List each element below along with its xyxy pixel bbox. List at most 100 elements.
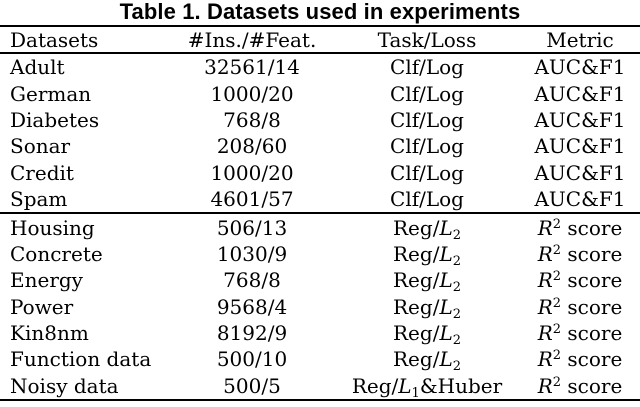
- loss-variable: L: [439, 347, 453, 372]
- dataset-cell: Noisy data: [10, 373, 119, 398]
- task-loss-cell: Clf/Log: [334, 107, 520, 133]
- ins-feat-cell: 8192/9: [216, 321, 288, 346]
- dataset-cell: Power: [10, 294, 74, 319]
- ins-feat-cell: 506/13: [170, 212, 334, 241]
- metric-variable: R: [537, 321, 553, 346]
- task-text: Reg/: [393, 268, 440, 293]
- table-caption: Table 1. Datasets used in experiments: [119, 0, 521, 24]
- metric-suffix: score: [561, 294, 623, 319]
- metric-text: AUC&F1: [534, 107, 626, 132]
- table-row: Concrete 1030/9 Reg/L2 R2 score: [0, 241, 640, 267]
- ins-feat-cell: 32561/14: [204, 55, 300, 80]
- task-loss-cell: Reg/L1&Huber: [334, 373, 520, 400]
- metric-variable: R: [537, 268, 553, 293]
- dataset-cell: Sonar: [10, 134, 71, 159]
- task-loss-cell: Clf/Log: [334, 80, 520, 106]
- loss-variable: L: [398, 373, 412, 398]
- dataset-cell: Energy: [10, 268, 83, 293]
- metric-cell: R2 score: [520, 267, 640, 293]
- ins-feat-cell: 4601/57: [210, 187, 294, 212]
- task-text: Reg/: [393, 347, 440, 372]
- column-header-task-loss: Task/Loss: [334, 26, 520, 54]
- table-row: Sonar 208/60 Clf/Log AUC&F1: [0, 133, 640, 159]
- task-text: Reg/: [393, 294, 440, 319]
- dataset-cell: Diabetes: [10, 107, 100, 132]
- task-text: Clf/Log: [390, 55, 464, 80]
- ins-feat-cell: 1000/20: [210, 81, 294, 106]
- task-text: Reg/: [351, 373, 399, 398]
- metric-superscript: 2: [552, 269, 562, 285]
- metric-suffix: score: [561, 321, 623, 346]
- dataset-cell: Kin8nm: [10, 321, 89, 346]
- metric-cell: R2 score: [520, 373, 640, 400]
- task-text: Reg/: [393, 241, 440, 266]
- metric-variable: R: [537, 373, 553, 398]
- metric-variable: R: [537, 294, 553, 319]
- task-loss-cell: Reg/L2: [334, 267, 520, 293]
- column-header-datasets: Datasets: [0, 26, 170, 54]
- metric-suffix: score: [561, 215, 623, 240]
- ins-feat-cell: 1000/20: [210, 160, 294, 185]
- metric-superscript: 2: [552, 242, 562, 258]
- dataset-cell: Housing: [0, 212, 170, 241]
- metric-superscript: 2: [552, 295, 562, 311]
- task-text: Reg/: [393, 321, 440, 346]
- table-row: Energy 768/8 Reg/L2 R2 score: [0, 267, 640, 293]
- ins-feat-cell: 500/5: [223, 373, 281, 398]
- metric-cell: R2 score: [520, 241, 640, 267]
- ins-feat-cell: 9568/4: [216, 294, 288, 319]
- column-header-ins-feat: #Ins./#Feat.: [170, 26, 334, 54]
- metric-suffix: score: [561, 268, 623, 293]
- ins-feat-cell: 768/8: [223, 107, 281, 132]
- table-row: Adult 32561/14 Clf/Log AUC&F1: [0, 53, 640, 80]
- metric-text: AUC&F1: [534, 187, 626, 212]
- task-loss-cell: Reg/L2: [334, 212, 520, 241]
- loss-variable: L: [439, 215, 453, 240]
- dataset-cell: German: [10, 81, 92, 106]
- task-loss-cell: Clf/Log: [334, 186, 520, 213]
- metric-cell: AUC&F1: [520, 107, 640, 133]
- metric-superscript: 2: [552, 322, 562, 338]
- task-text: Clf/Log: [390, 81, 464, 106]
- table-row: Diabetes 768/8 Clf/Log AUC&F1: [0, 107, 640, 133]
- loss-variable: L: [439, 268, 453, 293]
- task-loss-cell: Reg/L2: [334, 294, 520, 320]
- task-text: Clf/Log: [390, 107, 464, 132]
- metric-cell: AUC&F1: [520, 133, 640, 159]
- table-row: Kin8nm 8192/9 Reg/L2 R2 score: [0, 320, 640, 346]
- metric-variable: R: [537, 215, 553, 240]
- loss-variable: L: [439, 294, 453, 319]
- ins-feat-cell: 768/8: [223, 268, 281, 293]
- metric-text: AUC&F1: [534, 81, 626, 106]
- task-loss-cell: Reg/L2: [334, 241, 520, 267]
- loss-subscript: 1: [411, 385, 420, 401]
- metric-variable: R: [537, 241, 553, 266]
- loss-subscript: 2: [452, 333, 461, 347]
- loss-subscript: 2: [452, 253, 461, 268]
- column-header-metric: Metric: [520, 26, 640, 54]
- loss-subscript: 2: [452, 280, 461, 294]
- table-row: Credit 1000/20 Clf/Log AUC&F1: [0, 160, 640, 186]
- task-loss-cell: Clf/Log: [334, 133, 520, 159]
- loss-subscript: 2: [452, 359, 461, 373]
- ins-feat-cell: 500/10: [216, 347, 288, 372]
- loss-subscript: 2: [452, 227, 461, 241]
- table-row: Function data 500/10 Reg/L2 R2 score: [0, 346, 640, 372]
- metric-text: AUC&F1: [534, 160, 626, 185]
- dataset-cell: Credit: [10, 160, 74, 185]
- table-row: Noisy data 500/5 Reg/L1&Huber R2 score: [0, 373, 640, 400]
- metric-cell: R2 score: [520, 212, 640, 241]
- metric-cell: R2 score: [520, 346, 640, 372]
- loss-variable: L: [439, 321, 453, 346]
- table-row: Power 9568/4 Reg/L2 R2 score: [0, 294, 640, 320]
- metric-cell: AUC&F1: [520, 53, 640, 80]
- loss-subscript: 2: [452, 306, 461, 320]
- task-text: Clf/Log: [390, 187, 464, 212]
- dataset-cell: Spam: [10, 187, 68, 212]
- task-text: Reg/: [393, 215, 440, 240]
- metric-cell: AUC&F1: [520, 160, 640, 186]
- metric-text: AUC&F1: [534, 134, 626, 159]
- metric-cell: AUC&F1: [520, 186, 640, 213]
- task-text: Clf/Log: [390, 134, 464, 159]
- table-row: Housing 506/13 Reg/L2 R2 score: [0, 212, 640, 241]
